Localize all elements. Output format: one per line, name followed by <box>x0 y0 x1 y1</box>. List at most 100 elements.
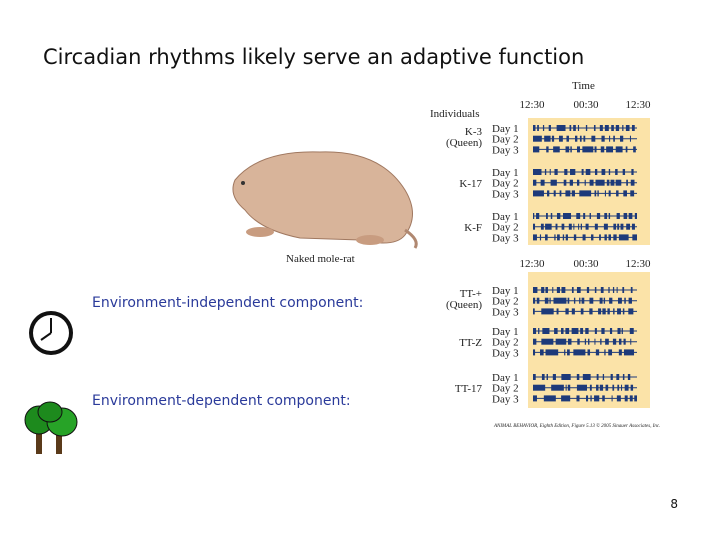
activity-bar <box>576 179 580 186</box>
individual-name: TT-17 <box>455 383 483 395</box>
activity-bar <box>551 135 555 142</box>
activity-bar <box>610 179 615 186</box>
activity-bar <box>554 328 558 334</box>
time-tick-label: 00:30 <box>573 99 599 111</box>
activity-bar <box>593 125 596 131</box>
activity-bar <box>600 146 605 153</box>
activity-bar <box>615 179 622 186</box>
activity-bar <box>539 234 542 241</box>
individual-note: (Queen) <box>446 299 482 311</box>
activity-bar <box>630 190 635 197</box>
day-label: Day 3 <box>492 188 519 200</box>
activity-bar <box>605 338 609 345</box>
activity-bar <box>601 169 606 175</box>
day-label: Day 1 <box>492 372 519 384</box>
activity-bar <box>566 135 569 142</box>
clock-icon <box>29 311 73 355</box>
activity-bar <box>547 190 550 197</box>
activity-bar <box>543 395 556 402</box>
activity-bar <box>633 146 636 153</box>
activity-bar <box>584 179 586 186</box>
activity-bar <box>583 213 586 219</box>
activity-bar <box>544 297 549 304</box>
activity-bar <box>634 213 637 219</box>
activity-bar <box>580 223 582 230</box>
day-label: Day 1 <box>492 285 519 297</box>
activity-bar <box>585 328 589 334</box>
activity-bar <box>617 384 620 391</box>
activity-bar <box>634 395 637 402</box>
activity-bar <box>565 328 570 334</box>
activity-bar <box>602 395 605 402</box>
activity-bar <box>556 308 559 315</box>
activity-bar <box>536 213 540 219</box>
activity-bar <box>582 374 591 380</box>
activity-bar <box>631 223 635 230</box>
activity-bar <box>589 384 592 391</box>
activity-bar <box>612 338 617 345</box>
activity-bar <box>553 190 556 197</box>
day-label: Day 2 <box>492 222 519 234</box>
activity-bar <box>600 287 604 293</box>
activity-bar <box>629 395 633 402</box>
day-label: Day 1 <box>492 211 519 223</box>
activity-bar <box>594 190 597 197</box>
activity-bar <box>599 297 603 304</box>
individual-name: TT-+ <box>460 288 482 300</box>
activity-bar <box>611 125 614 131</box>
time-tick-label: 12:30 <box>625 258 651 270</box>
activity-bar <box>556 213 561 219</box>
activity-bar <box>628 308 634 315</box>
activity-bar <box>604 234 607 241</box>
activity-bar <box>594 328 597 334</box>
time-tick-label: 12:30 <box>519 99 545 111</box>
activity-bar <box>567 349 570 356</box>
activity-bar <box>578 223 580 230</box>
activity-bar <box>628 297 632 304</box>
activity-bar <box>618 297 622 304</box>
day-label: Day 2 <box>492 383 519 395</box>
activity-bar <box>626 179 628 186</box>
activity-bar <box>577 338 580 345</box>
activity-bar <box>589 179 594 186</box>
activity-bar <box>570 146 572 153</box>
activity-bar <box>550 213 553 219</box>
activity-bar <box>620 384 623 391</box>
activity-bar <box>542 328 550 334</box>
activity-bar <box>615 169 618 175</box>
activity-bar <box>609 135 611 142</box>
activity-bar <box>565 146 570 153</box>
activity-bar <box>567 297 570 304</box>
activity-bar <box>594 395 600 402</box>
activity-bar <box>533 308 535 315</box>
activity-bar <box>565 234 568 241</box>
activity-bar <box>533 395 537 402</box>
activity-bar <box>594 223 598 230</box>
activity-bar <box>603 223 608 230</box>
activity-bar <box>558 135 563 142</box>
activity-bar <box>533 374 536 380</box>
activity-bar <box>563 179 567 186</box>
day-label: Day 3 <box>492 232 519 244</box>
day-label: Day 1 <box>492 167 519 179</box>
activity-bar <box>613 234 617 241</box>
time-tick-label: 12:30 <box>519 258 545 270</box>
activity-bar <box>589 213 591 219</box>
activity-bar <box>587 349 591 356</box>
activity-bar <box>586 395 589 402</box>
activity-bar <box>573 223 575 230</box>
activity-bar <box>582 234 586 241</box>
activity-bar <box>561 287 566 293</box>
activity-bar <box>540 349 544 356</box>
activity-bar <box>590 395 592 402</box>
activity-bar <box>571 308 575 315</box>
page-number: 8 <box>670 497 678 511</box>
activity-bar <box>612 384 615 391</box>
activity-bar <box>588 338 590 345</box>
activity-bar <box>533 146 540 153</box>
activity-bar <box>533 169 542 175</box>
activity-bar <box>569 179 573 186</box>
activity-bar <box>545 287 548 293</box>
activity-bar <box>576 395 580 402</box>
activity-bar <box>628 213 633 219</box>
